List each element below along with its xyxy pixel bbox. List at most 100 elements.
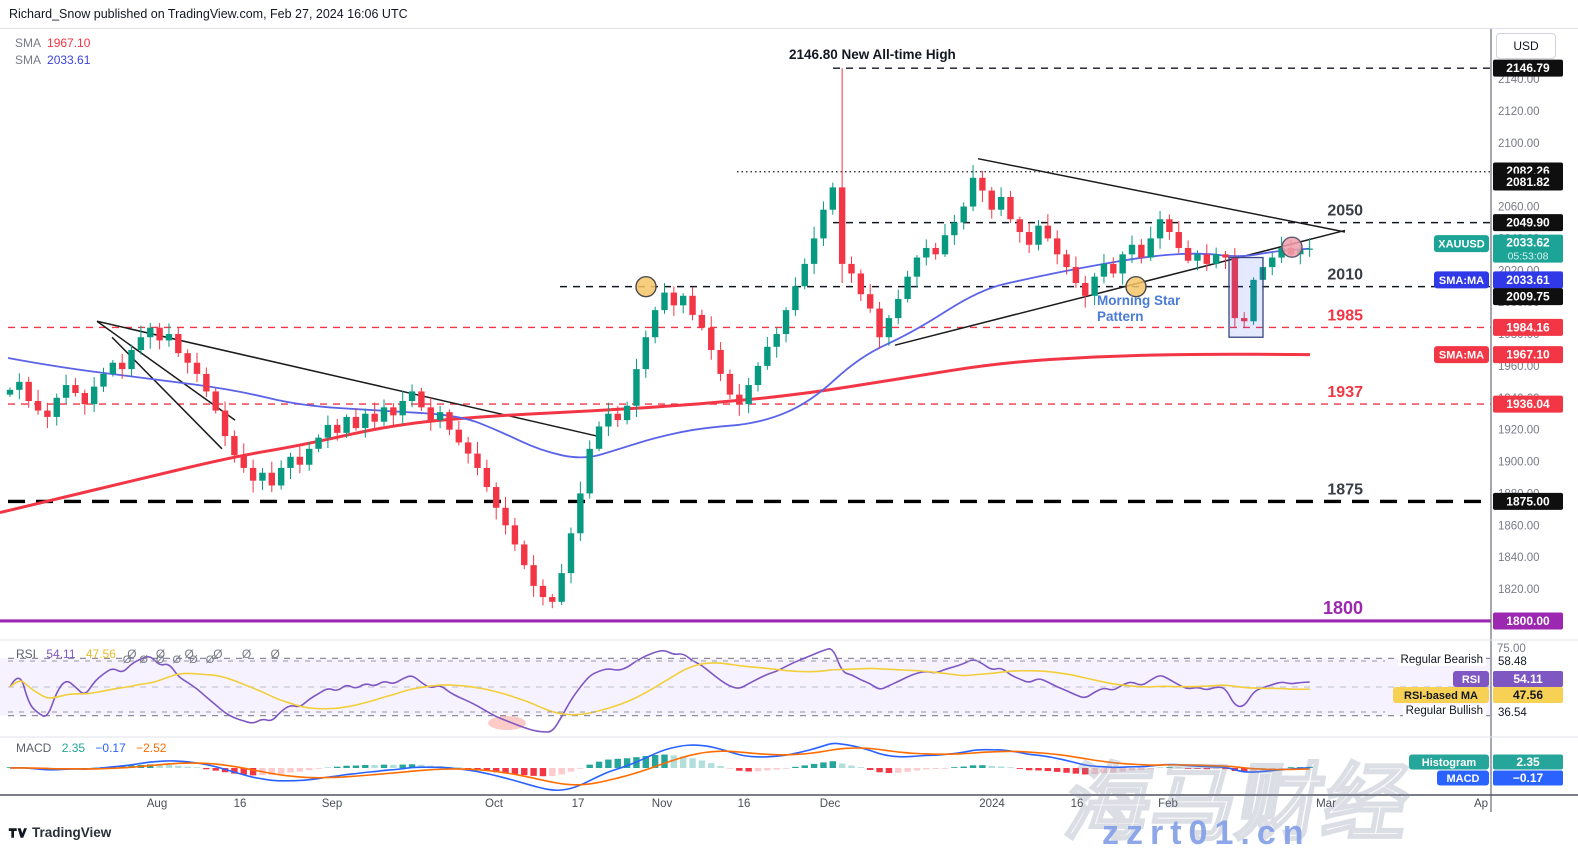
candle <box>997 187 1005 217</box>
candle-body <box>595 426 603 449</box>
time-label-Aug: Aug <box>147 798 167 810</box>
macd-hist-bar <box>1100 768 1108 774</box>
macd-hist-bar <box>315 768 322 769</box>
pattern-circle-0[interactable] <box>635 275 657 298</box>
trendline-0[interactable] <box>96 320 236 421</box>
candle-body <box>1072 267 1080 284</box>
trendline-4[interactable] <box>894 229 1346 346</box>
macd-hist-bar <box>1035 768 1042 771</box>
candle <box>408 384 416 408</box>
candle-body <box>6 389 14 395</box>
trendline-3[interactable] <box>977 157 1346 233</box>
macd-hist-bar <box>876 768 883 773</box>
chart-level-label-2050: 2050 <box>1327 203 1363 220</box>
candle-body <box>221 410 229 437</box>
candle <box>792 277 799 316</box>
candle <box>1138 239 1145 264</box>
time-label-Mar: Mar <box>1316 798 1336 810</box>
macd-hist-bar <box>455 767 462 768</box>
badge-bg <box>1437 770 1489 786</box>
macd-hist-bar <box>1166 767 1173 768</box>
macd-hist-bar <box>1156 767 1164 768</box>
macd-hist-bar <box>1044 768 1052 772</box>
morning-star-annotation[interactable]: Morning Star Pattern <box>1097 293 1180 325</box>
macd-hist-bar <box>184 766 191 768</box>
macd-hist-bar <box>408 764 416 768</box>
candle <box>549 593 556 609</box>
macd-hist-bar <box>530 768 537 776</box>
candle <box>25 376 32 408</box>
macd-hist-bar <box>567 768 575 772</box>
candle-body <box>455 429 462 443</box>
candle-body <box>960 206 967 223</box>
macd-hist-bar <box>904 768 911 772</box>
macd-hist-bar <box>502 768 509 774</box>
rsi-indicator-legend[interactable]: RSI 54.11 47.56 Ø Ø Ø Ø Ø Ø <box>16 647 288 661</box>
name-badge-SMA:MA: SMA:MA <box>1434 346 1489 364</box>
badge-value: 2081.82 <box>1506 175 1550 189</box>
candle <box>455 420 462 446</box>
time-label-17: 17 <box>572 798 585 810</box>
candle <box>623 401 631 425</box>
candle-body <box>334 424 341 433</box>
candle <box>240 443 247 473</box>
macd-signal-line[interactable] <box>9 747 1310 786</box>
currency-selector-button[interactable]: USD <box>1496 33 1556 59</box>
macd-hist-bar <box>1250 768 1257 772</box>
candle-body <box>1250 279 1257 322</box>
badge-bg <box>1493 318 1563 336</box>
candle <box>287 452 294 480</box>
time-label-2024: 2024 <box>979 798 1005 810</box>
candle <box>923 239 930 266</box>
candle-body <box>539 585 547 598</box>
candle <box>876 301 883 349</box>
rsi-line[interactable] <box>9 648 1310 733</box>
candle-body <box>708 327 715 350</box>
candle-body <box>493 487 500 508</box>
morning-star-highlight-rect[interactable] <box>1228 256 1264 338</box>
candle-body <box>72 385 79 394</box>
candle <box>605 402 612 436</box>
rsi-ma-line[interactable] <box>9 662 1310 716</box>
macd-hist-bar <box>670 755 678 768</box>
indicator-legend[interactable]: SMA 1967.10 SMA 2033.61 <box>15 35 90 69</box>
pattern-circle-2[interactable] <box>1281 236 1303 258</box>
macd-indicator-legend[interactable]: MACD 2.35 −0.17 −2.52 <box>16 741 166 755</box>
badge-value: 2033.61 <box>1506 273 1550 287</box>
macd-hist-bar <box>212 768 219 771</box>
all-time-high-annotation[interactable]: 2146.80 New All-time High <box>789 47 956 62</box>
candle <box>493 482 500 520</box>
badge-bg <box>1393 687 1489 703</box>
candle-body <box>951 222 958 236</box>
sma-red-line[interactable] <box>0 352 1311 515</box>
candle <box>1072 256 1080 288</box>
time-axis[interactable]: Aug 16 Sep Oct 17 Nov 16 Dec 2024 16 Feb Mar Ap <box>147 798 1488 810</box>
name-badge-Histogram: Histogram <box>1409 754 1489 770</box>
candle-body <box>390 407 397 416</box>
badge-value: 2009.75 <box>1506 290 1550 304</box>
candle <box>16 373 23 400</box>
tradingview-logo[interactable]: TradingView <box>8 825 111 840</box>
price-axis[interactable]: 2140.002120.002100.002080.002060.002040.… <box>1393 28 1563 812</box>
candle-body <box>1063 254 1070 268</box>
price-badge-2146.79: 2146.79 <box>1493 59 1563 77</box>
macd-hist-bar <box>371 764 378 768</box>
legend-sma-red[interactable]: SMA 1967.10 <box>15 35 90 52</box>
price-tick-2120: 2120.00 <box>1498 106 1540 118</box>
badge-bg <box>1493 492 1563 510</box>
rsi-divergence-highlight <box>488 716 526 730</box>
macd-hist-bar <box>745 768 752 772</box>
candle <box>838 68 846 284</box>
price-levels-layer: 2050 2010 1985 1937 1875 1800 <box>0 67 1491 623</box>
rsi-badge-54.11: 54.11 <box>1493 671 1563 687</box>
candle <box>259 467 266 490</box>
sma-blue-line[interactable] <box>7 247 1311 459</box>
legend-sma-blue[interactable]: SMA 2033.61 <box>15 52 90 69</box>
candle <box>1007 190 1014 224</box>
macd-line[interactable] <box>9 742 1310 792</box>
candle <box>53 393 60 426</box>
candle <box>306 442 313 471</box>
pattern-circle-1[interactable] <box>1125 275 1147 298</box>
